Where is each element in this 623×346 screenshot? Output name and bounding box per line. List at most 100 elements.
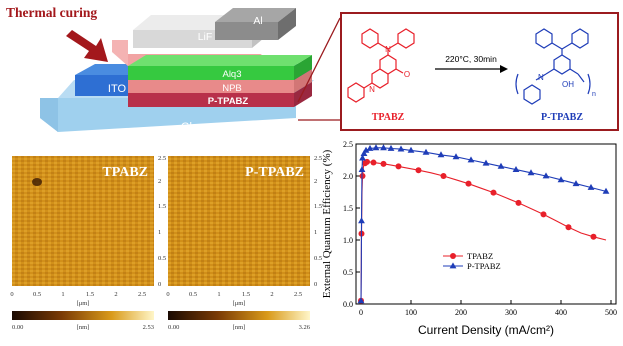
afm-1-cbar-unit: [nm] (77, 324, 90, 331)
al-layer-side (278, 8, 296, 40)
afm-2-xtick: 1 (217, 291, 220, 298)
reactant-n2-atom: N (369, 85, 375, 94)
afm-1-ytick: 2 (158, 178, 161, 185)
y-tick-label: 2.0 (343, 172, 353, 181)
data-point (397, 145, 405, 152)
afm-1-x-unit: [μm] (77, 300, 90, 307)
afm-1-x-ticks: 0 0.5 1 1.5 2 2.5 [μm] (10, 291, 146, 307)
npb-layer-front (128, 80, 294, 93)
x-tick-label: 400 (555, 308, 567, 317)
data-point (467, 156, 475, 163)
data-point (465, 180, 472, 187)
alq3-layer-top (128, 55, 312, 66)
product-label: P-TPABZ (541, 112, 583, 123)
afm-2-ytick: 1.5 (314, 203, 322, 210)
afm-2-xtick: 0.5 (189, 291, 197, 298)
legend-marker (449, 262, 457, 269)
thermal-curing-arrow-icon (66, 30, 108, 62)
afm-1-ytick: 2.5 (158, 155, 166, 162)
x-axis-ticks: 0 100 200 300 400 500 (359, 300, 617, 317)
data-point (602, 187, 610, 194)
reaction-condition: 220°C, 30min (445, 54, 497, 64)
data-point (437, 151, 445, 158)
product-structure (515, 28, 591, 105)
afm-label-tpabz: TPABZ (102, 165, 148, 180)
afm-2-xtick: 2 (270, 291, 273, 298)
y-tick-label: 0.5 (343, 268, 353, 277)
data-point (557, 176, 565, 183)
legend-label: P-TPABZ (467, 261, 501, 271)
data-point (572, 180, 580, 187)
alq3-layer-side (294, 55, 312, 80)
al-layer-front (215, 22, 278, 40)
afm-2-xtick: 2.5 (294, 291, 302, 298)
data-point (452, 153, 460, 160)
data-point (407, 146, 415, 153)
device-stack-diagram: Glass ITO P-TPABZ NPB Alq3 LiF Al (6, 5, 314, 133)
afm-tint-1 (12, 156, 154, 286)
afm-2-x-unit: [μm] (233, 300, 246, 307)
x-tick-label: 200 (455, 308, 467, 317)
reaction-arrowhead-icon (500, 65, 508, 73)
data-point (490, 189, 497, 196)
legend-marker (450, 253, 456, 259)
afm-image-ptpabz (168, 156, 310, 286)
afm-2-cbar-unit: [nm] (233, 324, 246, 331)
reactant-structure (347, 28, 415, 103)
reaction-frame (340, 12, 619, 131)
afm-2-y-ticks: 0 0.5 1 1.5 2 2.5 (314, 155, 322, 288)
data-point (360, 150, 368, 156)
afm-panel: TPABZ 0 0.5 1 1.5 2 2.5 [μm] 0 0.5 1 1.5… (0, 146, 330, 341)
data-point (387, 144, 395, 151)
data-point (362, 146, 370, 153)
afm-1-xtick: 1.5 (86, 291, 94, 298)
eqe-chart-panel: 0 100 200 300 400 500 0.0 0.5 1.0 1.5 2.0 2.5 TPAB… (318, 138, 623, 341)
series-line (360, 161, 607, 301)
afm-1-xtick: 2 (114, 291, 117, 298)
x-axis-label: Current Density (mA/cm²) (418, 323, 554, 337)
npb-layer-side (294, 69, 312, 93)
afm-dark-spot (32, 178, 42, 186)
afm-2-cbar-max: 3.26 (299, 324, 311, 331)
reactant-n-atom: N (385, 45, 391, 54)
y-tick-label: 0.0 (343, 300, 353, 309)
afm-1-ytick: 0 (158, 281, 161, 288)
data-point (366, 144, 374, 151)
product-subscript-n: n (592, 91, 596, 98)
afm-1-colorbar-labels: 0.00 [nm] 2.53 (12, 324, 154, 331)
afm-2-ytick: 2 (314, 178, 317, 185)
afm-1-cbar-min: 0.00 (12, 324, 23, 331)
data-point (540, 211, 547, 218)
afm-2-ytick: 0.5 (314, 255, 322, 262)
y-tick-label: 2.5 (343, 140, 353, 149)
afm-1-xtick: 0 (10, 291, 13, 298)
afm-1-ytick: 1.5 (158, 203, 166, 210)
data-point (395, 163, 402, 170)
data-point (359, 154, 366, 161)
afm-1-colorbar (12, 311, 154, 320)
thermal-curing-caption: Thermal curing (6, 5, 97, 20)
data-point (358, 166, 366, 172)
callout-lines (297, 17, 341, 121)
eqe-chart: 0 100 200 300 400 500 0.0 0.5 1.0 1.5 2.0 2.5 TPAB… (321, 140, 617, 337)
data-point (380, 144, 387, 151)
data-point (415, 167, 422, 174)
device-panel: Glass ITO P-TPABZ NPB Alq3 LiF Al (0, 0, 320, 140)
series-layer (357, 144, 610, 304)
data-point (359, 173, 366, 179)
glass-label: Glass (181, 121, 210, 133)
afm-2-cbar-min: 0.00 (168, 324, 179, 331)
ptpabz-layer-front (128, 93, 294, 107)
data-point (542, 172, 550, 179)
afm-1-xtick: 1 (61, 291, 64, 298)
y-tick-label: 1.5 (343, 204, 353, 213)
afm-figures: TPABZ 0 0.5 1 1.5 2 2.5 [μm] 0 0.5 1 1.5… (10, 155, 322, 331)
x-tick-label: 0 (359, 308, 363, 317)
data-point (380, 160, 387, 167)
data-point (357, 297, 365, 304)
afm-2-x-ticks: 0 0.5 1 1.5 2 2.5 [μm] (166, 291, 302, 307)
al-label: Al (253, 15, 262, 27)
data-point (527, 169, 535, 176)
y-axis-label: External Quantum Efficiency (%) (321, 149, 333, 298)
